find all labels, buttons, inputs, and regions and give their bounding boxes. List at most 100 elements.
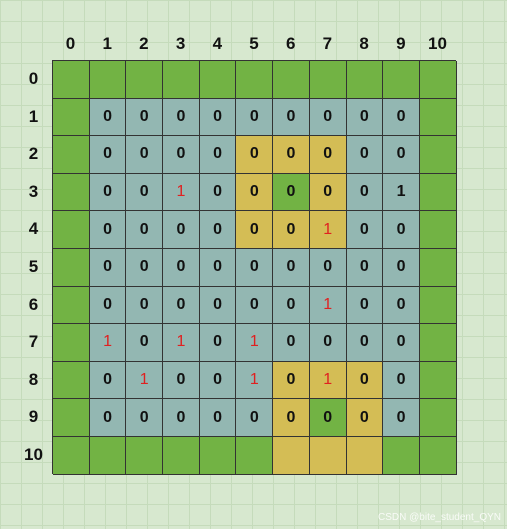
row-label: 2 [28,144,39,164]
grid-cell: 0 [346,248,384,287]
grid-cell: 0 [126,248,164,287]
grid-cell: 0 [89,98,127,137]
grid-cell [89,61,127,99]
grid-cell [273,436,310,475]
grid-cell [163,61,200,99]
grid-cell: 1 [309,211,347,249]
grid-cell: 0 [89,211,127,249]
grid-cell [419,98,457,137]
grid-cell: 1 [163,173,200,212]
grid-cell [419,361,457,400]
grid-cell: 0 [236,286,274,325]
grid-cell [163,436,200,475]
grid-cell: 0 [236,399,274,437]
column-label: 6 [285,34,296,53]
grid-cell: 1 [163,324,200,362]
grid-cell: 0 [383,248,420,287]
grid-cell: 0 [236,136,274,174]
grid-cell: 0 [383,136,420,174]
grid-cell [236,61,274,99]
column-label: 1 [102,34,112,53]
grid-cell: 0 [309,399,347,437]
grid-cell [383,61,420,99]
grid-cell: 0 [199,361,237,400]
grid-cell [236,436,274,475]
grid-cell: 0 [273,98,310,137]
grid-cell: 1 [309,286,347,325]
grid-cell [419,173,457,212]
grid-cell: 0 [126,324,164,362]
grid-cell [309,61,347,99]
column-label: 10 [428,34,447,53]
grid-cell [126,436,164,475]
grid-cell [53,324,90,362]
grid-cell: 1 [236,324,274,362]
column-label: 4 [212,34,223,53]
grid-cell: 1 [236,361,274,400]
grid-cell [419,248,457,287]
row-label: 10 [24,445,43,464]
grid-cell [53,136,90,174]
grid-cell: 0 [163,136,200,174]
grid-cell [346,61,384,99]
row-label: 6 [28,294,39,314]
grid-cell: 0 [273,399,310,437]
grid-cell: 0 [383,286,420,325]
grid-cell [419,324,457,362]
column-label: 0 [65,34,76,53]
watermark: CSDN @bite_student_QYN [378,512,501,523]
grid-cell [383,436,420,475]
grid-cell: 0 [236,248,274,287]
grid-cell: 0 [199,136,237,174]
grid-cell: 0 [89,248,127,287]
row-label: 1 [28,106,39,126]
grid-cell: 0 [163,248,200,287]
grid-cell: 0 [199,173,237,212]
grid-cell: 1 [126,361,164,400]
grid-cell: 1 [309,361,347,400]
grid-cell: 0 [346,173,384,212]
grid-cell: 0 [309,98,347,137]
grid-cell: 0 [89,136,127,174]
grid-cell [53,98,90,137]
grid-cell: 0 [273,136,310,174]
grid-cell: 0 [309,136,347,174]
grid-cell [199,61,237,99]
grid-cell [419,211,457,249]
grid-cell: 0 [346,324,384,362]
grid-cell: 0 [273,211,310,249]
grid-cell: 0 [346,211,384,249]
grid-cell: 0 [383,211,420,249]
grid-cell: 0 [163,98,200,137]
grid-cell: 0 [199,324,237,362]
grid-cell [419,286,457,325]
grid-cell: 0 [126,211,164,249]
grid-cell [419,436,457,475]
column-label: 8 [359,34,369,53]
grid-cell [419,136,457,174]
grid-cell: 0 [383,399,420,437]
grid-cell [53,211,90,249]
grid-cell: 0 [199,399,237,437]
grid-cell [53,361,90,400]
grid-cell [89,436,127,475]
row-label: 0 [28,69,39,88]
grid-cell: 0 [346,286,384,325]
grid-cell [53,61,90,99]
grid-cell [53,286,90,325]
grid-cell [309,436,347,475]
grid-cell: 0 [126,136,164,174]
grid-cell: 0 [346,98,384,137]
grid-cell [126,61,164,99]
grid-cell: 0 [346,136,384,174]
grid-cell: 0 [199,248,237,287]
grid-cell: 0 [199,98,237,137]
grid-cell: 0 [383,361,420,400]
grid-cell: 0 [346,399,384,437]
grid-cell: 1 [383,173,420,212]
grid-cell: 0 [163,399,200,437]
grid-cell: 0 [126,98,164,137]
grid-cell: 0 [89,399,127,437]
grid-cell: 0 [273,324,310,362]
grid-cell: 0 [383,98,420,137]
